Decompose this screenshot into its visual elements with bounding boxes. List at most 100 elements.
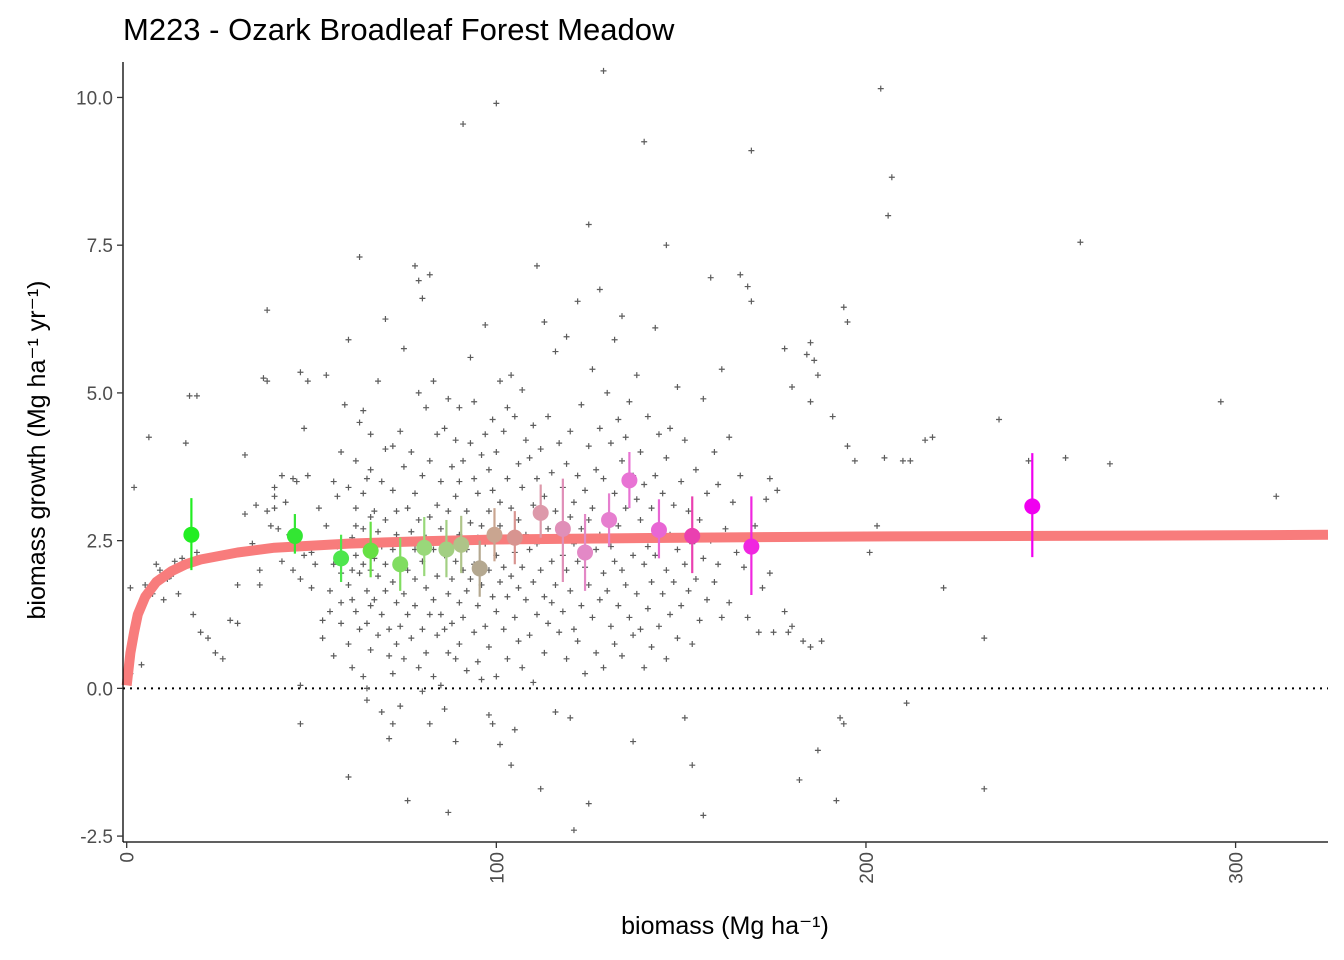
observation-point (315, 505, 322, 512)
observation-point (493, 673, 500, 680)
observation-point (400, 345, 407, 352)
bin-mean-point (506, 529, 523, 546)
observation-point (829, 413, 836, 420)
observation-point (807, 644, 814, 650)
observation-point (352, 552, 359, 559)
observation-point (467, 354, 474, 361)
observation-point (504, 593, 511, 600)
observation-point (537, 785, 544, 792)
observation-point (548, 558, 555, 565)
observation-point (308, 584, 315, 591)
observation-point (434, 573, 441, 580)
observation-point (382, 316, 389, 323)
observation-point (814, 747, 821, 754)
observation-point (681, 561, 688, 568)
y-tick-label: 10.0 (76, 88, 113, 109)
observation-point (297, 576, 304, 583)
observation-point (722, 525, 729, 532)
observation-point (655, 623, 662, 630)
observation-point (382, 561, 389, 568)
observation-point (907, 457, 914, 464)
observation-point (511, 614, 518, 621)
observation-point (397, 623, 404, 630)
observation-point (448, 463, 455, 470)
observation-point (352, 608, 359, 615)
observation-point (415, 389, 422, 396)
observation-point (515, 516, 522, 523)
observation-point (622, 434, 629, 441)
observation-point (574, 558, 581, 565)
observation-point (349, 664, 356, 671)
observation-point (744, 614, 751, 621)
observation-point (345, 581, 352, 588)
bin-mean-point (183, 526, 200, 543)
observation-point (412, 262, 419, 269)
observation-point (766, 570, 773, 577)
observation-point (596, 286, 603, 293)
fit-curve (121, 529, 1329, 686)
observation-point (545, 413, 552, 420)
observation-point (552, 581, 559, 588)
observation-point (678, 602, 685, 609)
observation-point (356, 419, 363, 426)
observation-point (423, 404, 430, 411)
observation-point (186, 392, 193, 399)
observation-point (563, 655, 570, 662)
observation-point (463, 667, 470, 674)
observation-point (360, 525, 367, 532)
observation-point (652, 472, 659, 479)
observation-point (563, 460, 570, 467)
observation-point (175, 590, 182, 597)
observation-point (648, 644, 655, 650)
observation-point (752, 522, 759, 529)
observation-point (570, 827, 577, 834)
observation-point (485, 711, 492, 718)
observation-point (704, 490, 711, 497)
observation-point (193, 549, 200, 556)
observation-point (282, 499, 289, 506)
bin-mean-point (554, 520, 571, 537)
observation-point (641, 561, 648, 568)
observation-point (441, 626, 448, 633)
observation-point (522, 437, 529, 444)
observation-point (471, 398, 478, 405)
bin-mean-point (333, 550, 350, 567)
observation-point (681, 437, 688, 444)
observation-point (559, 608, 566, 615)
observation-point (840, 720, 847, 727)
observation-point (386, 735, 393, 742)
observation-point (526, 454, 533, 461)
observation-point (696, 617, 703, 624)
observation-point (556, 629, 563, 636)
observation-point (360, 490, 367, 497)
observation-point (881, 454, 888, 461)
observation-point (667, 425, 674, 432)
observation-point (589, 614, 596, 621)
x-axis: 0 100 200 300 (118, 841, 1328, 884)
observation-point (179, 555, 186, 562)
observation-point (800, 638, 807, 645)
observation-point (755, 629, 762, 636)
observation-point (485, 466, 492, 473)
observation-point (145, 434, 152, 441)
observation-point (674, 384, 681, 390)
observation-point (393, 531, 400, 538)
observation-point (533, 611, 540, 618)
observation-point (375, 632, 382, 639)
observation-point (352, 457, 359, 464)
observation-point (278, 472, 285, 479)
observation-point (748, 298, 755, 305)
observation-point (515, 638, 522, 645)
observation-point (530, 579, 537, 585)
bin-mean-point (486, 526, 503, 543)
chart-title: M223 - Ozark Broadleaf Forest Meadow (123, 12, 675, 47)
observation-point (600, 67, 607, 74)
bin-mean-point (286, 527, 303, 544)
observation-point (981, 785, 988, 792)
observation-point (485, 644, 492, 650)
observation-point (419, 626, 426, 633)
observation-point (685, 587, 692, 594)
observation-point (323, 522, 330, 529)
x-tick-label: 200 (857, 852, 878, 884)
observation-point (456, 599, 463, 606)
